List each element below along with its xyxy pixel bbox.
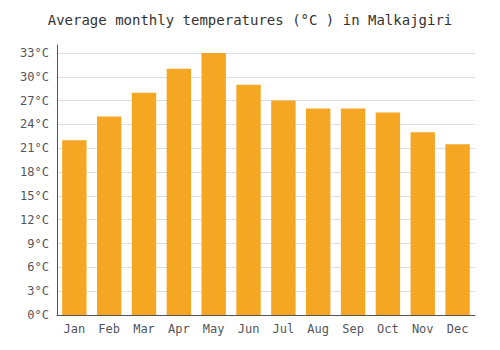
svg-text:Sep: Sep (342, 322, 364, 336)
svg-text:Jan: Jan (63, 322, 85, 336)
svg-text:18°C: 18°C (20, 165, 49, 179)
svg-text:9°C: 9°C (27, 237, 49, 251)
svg-text:33°C: 33°C (20, 46, 49, 60)
svg-text:Oct: Oct (377, 322, 399, 336)
svg-text:0°C: 0°C (27, 308, 49, 322)
svg-text:27°C: 27°C (20, 94, 49, 108)
svg-text:May: May (203, 322, 225, 336)
svg-text:Jun: Jun (238, 322, 260, 336)
svg-text:Average monthly temperatures (: Average monthly temperatures (°C ) in Ma… (48, 12, 453, 28)
svg-text:Mar: Mar (133, 322, 155, 336)
svg-text:15°C: 15°C (20, 189, 49, 203)
svg-text:Aug: Aug (307, 322, 329, 336)
svg-text:Nov: Nov (412, 322, 434, 336)
svg-text:12°C: 12°C (20, 213, 49, 227)
svg-text:Apr: Apr (168, 322, 190, 336)
svg-text:Jul: Jul (273, 322, 295, 336)
svg-text:Feb: Feb (98, 322, 120, 336)
svg-text:24°C: 24°C (20, 117, 49, 131)
svg-text:Dec: Dec (447, 322, 469, 336)
svg-text:30°C: 30°C (20, 70, 49, 84)
svg-text:21°C: 21°C (20, 141, 49, 155)
svg-text:6°C: 6°C (27, 260, 49, 274)
svg-text:3°C: 3°C (27, 284, 49, 298)
